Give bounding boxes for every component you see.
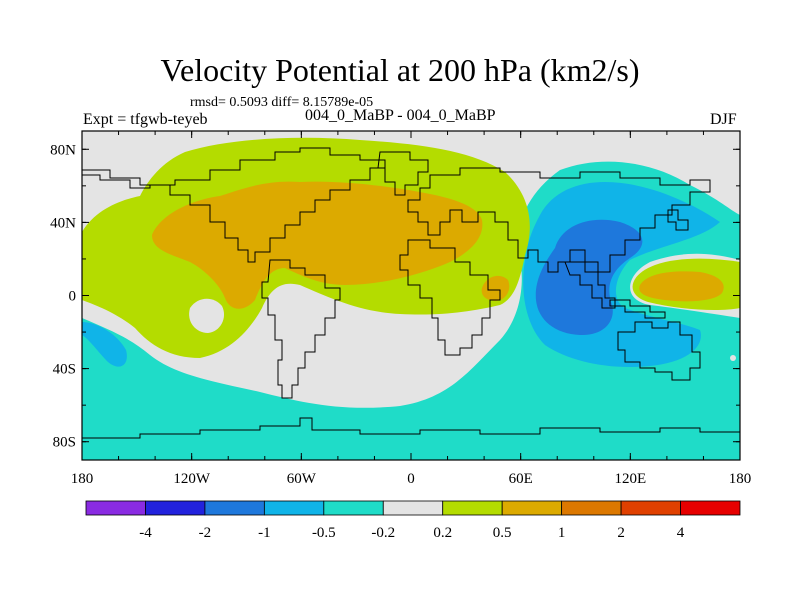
- field-west-positive-core: [152, 181, 483, 309]
- comparison-label: 004_0_MaBP - 004_0_MaBP: [305, 107, 496, 124]
- colorbar-label: 0.5: [493, 525, 512, 541]
- colorbar-swatch: [442, 500, 503, 516]
- coastlines: [82, 147, 740, 439]
- colorbar-swatch: [204, 500, 265, 516]
- colorbar-label: 2: [617, 525, 625, 541]
- y-tick-label: 80S: [53, 435, 76, 451]
- axis-ticks: 180 120W 60W 0 60E 120E 180 80N 40N 0 40S 80S: [50, 131, 751, 487]
- colorbar-label: -4: [139, 525, 152, 541]
- coast-maritime-continent: [609, 299, 666, 319]
- experiment-label: Expt = tfgwb-teyeb: [83, 111, 208, 128]
- coast-greenland: [377, 151, 429, 196]
- colorbar-swatch: [680, 500, 741, 516]
- colorbar: -4 -2 -1 -0.5 -0.2 0.2 0.5 1 2 4: [85, 500, 741, 541]
- field-east-spot: [730, 355, 736, 361]
- coast-eurasia: [407, 167, 711, 273]
- field-west-positive-hole: [189, 298, 225, 333]
- colorbar-label: -0.2: [371, 525, 395, 541]
- colorbar-label: -0.5: [312, 525, 336, 541]
- field-layer: [82, 131, 740, 460]
- x-tick-label: 120W: [173, 471, 211, 487]
- colorbar-label: 4: [677, 525, 685, 541]
- y-tick-label: 0: [69, 289, 77, 305]
- colorbar-swatch: [561, 500, 622, 516]
- coast-north-america: [82, 147, 386, 263]
- field-east-negative-core: [535, 219, 643, 336]
- y-tick-label: 80N: [50, 142, 76, 158]
- colorbar-swatch: [145, 500, 206, 516]
- map-title: Velocity Potential at 200 hPa (km2/s): [160, 52, 640, 88]
- stats-label: rmsd= 0.5093 diff= 8.15789e-05: [190, 95, 374, 110]
- season-label: DJF: [710, 111, 737, 128]
- field-sw-negative: [82, 322, 127, 367]
- y-tick-label: 40S: [53, 362, 76, 378]
- x-tick-label: 180: [729, 471, 752, 487]
- colorbar-label: -2: [199, 525, 212, 541]
- colorbar-swatch: [85, 500, 146, 516]
- colorbar-swatch: [323, 500, 384, 516]
- colorbar-swatch: [501, 500, 563, 516]
- field-east-positive-core: [639, 271, 724, 302]
- x-tick-label: 60E: [509, 471, 533, 487]
- colorbar-swatch: [263, 500, 325, 516]
- x-tick-label: 120E: [614, 471, 646, 487]
- colorbar-swatch: [620, 500, 681, 516]
- colorbar-swatch: [382, 500, 444, 516]
- y-tick-label: 40N: [50, 215, 76, 231]
- colorbar-label: 0.2: [433, 525, 452, 541]
- coast-south-america: [261, 259, 341, 399]
- colorbar-label: -1: [258, 525, 271, 541]
- coast-africa: [399, 239, 501, 356]
- x-tick-label: 180: [71, 471, 94, 487]
- field-west-positive-spot: [481, 275, 510, 301]
- x-tick-label: 60W: [287, 471, 317, 487]
- coast-japan: [667, 209, 689, 231]
- x-tick-label: 0: [407, 471, 415, 487]
- coast-antarctica: [82, 417, 740, 439]
- coast-southeast-asia: [564, 261, 616, 309]
- colorbar-label: 1: [558, 525, 566, 541]
- coast-australia: [617, 321, 701, 381]
